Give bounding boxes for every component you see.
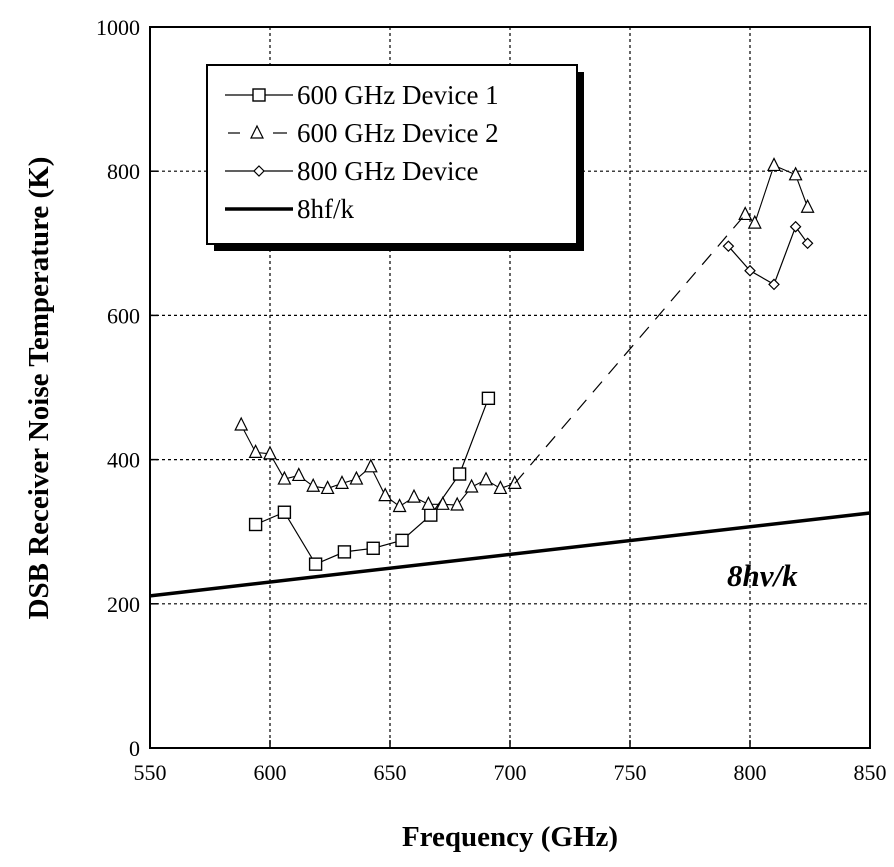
- x-tick-label: 850: [854, 760, 887, 785]
- x-tick-label: 700: [494, 760, 527, 785]
- data-point: [337, 545, 352, 559]
- data-point: [392, 498, 407, 513]
- data-point: [452, 467, 467, 481]
- legend-label: 600 GHz Device 2: [297, 118, 499, 148]
- series-600-ghz-device-1: [248, 391, 496, 571]
- series-600-ghz-device-2: [234, 157, 815, 513]
- data-point: [306, 477, 321, 492]
- data-point: [747, 214, 762, 229]
- data-point: [291, 467, 306, 482]
- data-point: [421, 495, 436, 510]
- legend-label: 800 GHz Device: [297, 156, 478, 186]
- legend-swatch-marker: [250, 124, 264, 139]
- plot-frame: [149, 26, 871, 749]
- data-point: [248, 444, 263, 458]
- x-tick-label: 750: [614, 760, 647, 785]
- data-point: [507, 475, 522, 489]
- series-line: [727, 225, 809, 286]
- tick-labels: 550 600 650 700 750 800 850 0 200 400 600 800 1000: [96, 15, 887, 785]
- y-tick-label: 400: [107, 448, 140, 473]
- data-point: [363, 458, 378, 473]
- data-point: [479, 471, 493, 486]
- data-point: [493, 480, 508, 495]
- data-point: [248, 517, 263, 532]
- legend-label: 8hf/k: [297, 194, 354, 224]
- x-tick-label: 650: [374, 760, 407, 785]
- y-tick-label: 1000: [96, 15, 140, 40]
- legend-swatch-marker: [252, 88, 266, 102]
- x-tick-label: 600: [254, 760, 287, 785]
- series-line-segment: [754, 165, 775, 224]
- data-point: [768, 278, 780, 291]
- data-point: [450, 496, 465, 511]
- data-point: [349, 470, 364, 485]
- data-point: [738, 206, 753, 221]
- data-point: [366, 541, 380, 555]
- data-point: [263, 445, 277, 460]
- x-tick-label: 550: [134, 760, 167, 785]
- data-point: [800, 198, 815, 213]
- legend-entry-600-ghz-device-2: 600 GHz Device 2: [228, 118, 499, 148]
- annotation-8hv-k: 8hν/k: [727, 558, 798, 593]
- y-tick-label: 200: [107, 592, 140, 617]
- data-point: [277, 470, 292, 485]
- series-8hf-k: [149, 511, 871, 598]
- series-line: [149, 511, 871, 598]
- data-point: [234, 416, 249, 431]
- data-point: [378, 487, 393, 502]
- data-point: [335, 475, 349, 489]
- data-point: [744, 264, 756, 277]
- legend-entry-8hf-k: 8hf/k: [225, 194, 354, 224]
- data-point: [767, 157, 781, 172]
- series-800-ghz-device: [722, 220, 814, 291]
- legend-entry-800-ghz-device: 800 GHz Device: [225, 156, 478, 186]
- data-point: [801, 237, 814, 250]
- legend-label: 600 GHz Device 1: [297, 80, 499, 110]
- data-point: [722, 240, 735, 253]
- data-point: [277, 505, 292, 519]
- data-point: [789, 220, 802, 233]
- series-layer: [149, 157, 871, 598]
- data-point: [407, 488, 421, 503]
- data-point: [320, 480, 335, 495]
- x-axis-title: Frequency (GHz): [402, 821, 618, 853]
- data-point: [424, 508, 438, 522]
- y-axis-title: DSB Receiver Noise Temperature (K): [23, 157, 55, 620]
- y-tick-label: 600: [107, 303, 140, 328]
- y-tick-label: 0: [129, 736, 140, 761]
- y-tick-label: 800: [107, 159, 140, 184]
- device-2-connector-line: [514, 214, 746, 484]
- data-point: [395, 533, 409, 548]
- data-point: [788, 166, 803, 181]
- series-line: [255, 398, 489, 565]
- legend-swatch-marker: [253, 165, 265, 177]
- legend-entry-600-ghz-device-1: 600 GHz Device 1: [225, 80, 499, 110]
- data-point: [481, 391, 496, 406]
- legend: 600 GHz Device 1 600 GHz Device 2 800 GHz …: [206, 64, 584, 251]
- x-tick-label: 800: [734, 760, 767, 785]
- data-point: [308, 557, 323, 571]
- data-point: [435, 495, 450, 510]
- data-point: [464, 478, 479, 493]
